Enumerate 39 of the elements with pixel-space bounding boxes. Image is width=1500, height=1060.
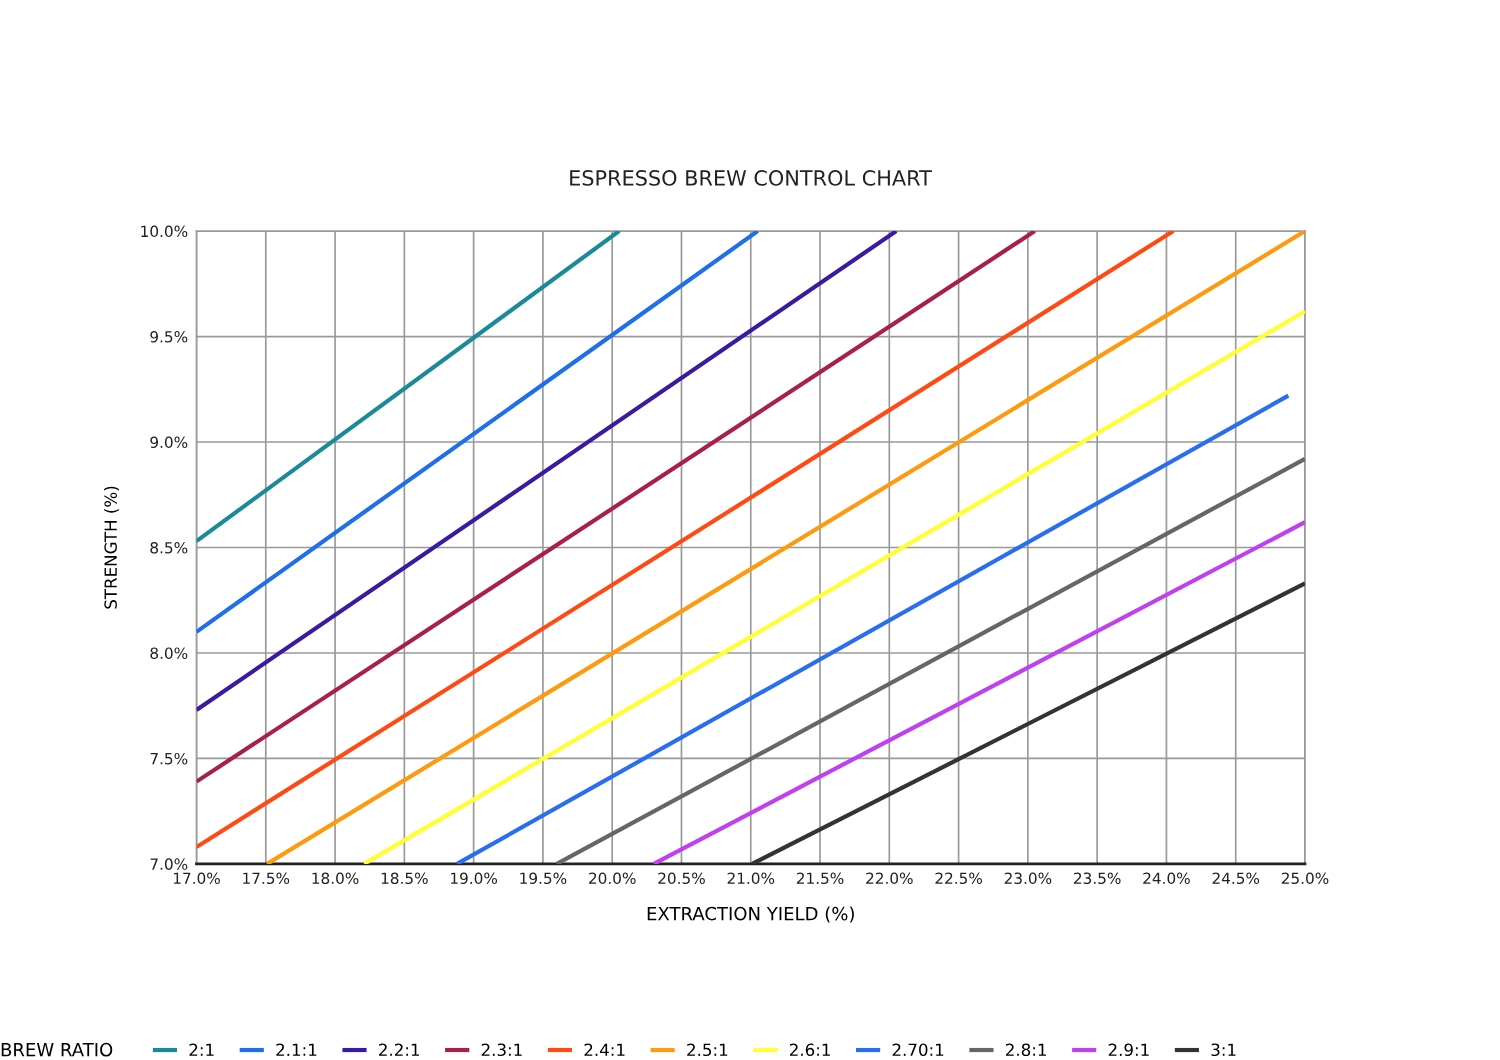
legend-label: 2.1:1 <box>276 1043 317 1056</box>
y-tick-label: 9.5% <box>150 331 188 343</box>
x-tick-label: 22.5% <box>935 872 983 885</box>
x-tick-label: 24.5% <box>1212 872 1260 885</box>
x-tick-label: 17.5% <box>243 872 290 885</box>
legend-label: 2.6:1 <box>789 1043 830 1057</box>
y-axis-title: STRENGTH (%) <box>104 486 119 609</box>
y-tick-label: 9.0% <box>150 436 188 449</box>
legend-label: 2.70:1 <box>892 1043 944 1057</box>
legend-label: 2.8:1 <box>1005 1043 1046 1057</box>
legend-label: 2:1 <box>189 1043 214 1056</box>
x-tick-label: 22.0% <box>866 872 913 885</box>
legend-label: 2.4:1 <box>584 1043 625 1056</box>
legend-label: 3:1 <box>1211 1043 1236 1057</box>
legend-label: 2.9:1 <box>1108 1043 1149 1057</box>
legend-label: 2.2:1 <box>379 1043 420 1056</box>
x-tick-label: 18.5% <box>381 872 428 885</box>
legend-label: 2.5:1 <box>687 1043 728 1057</box>
x-tick-label: 21.0% <box>727 872 775 885</box>
x-tick-label: 24.0% <box>1143 872 1190 885</box>
x-tick-label: 20.5% <box>658 872 705 885</box>
x-tick-label: 17.0% <box>173 872 220 885</box>
x-tick-label: 20.0% <box>589 872 636 885</box>
x-tick-label: 23.0% <box>1004 872 1052 885</box>
x-tick-label: 19.0% <box>451 872 498 885</box>
y-tick-label: 7.5% <box>150 752 188 765</box>
x-tick-label: 19.5% <box>520 872 567 885</box>
legend-label: 2.3:1 <box>481 1043 522 1057</box>
x-tick-label: 23.5% <box>1074 872 1121 885</box>
x-axis-title: EXTRACTION YIELD (%) <box>647 906 854 923</box>
chart-title: ESPRESSO BREW CONTROL CHART <box>570 170 932 186</box>
y-tick-label: 10.0% <box>141 225 188 238</box>
x-tick-label: 18.0% <box>312 872 359 885</box>
y-tick-label: 8.5% <box>150 541 188 554</box>
x-tick-label: 25.0% <box>1281 872 1329 885</box>
legend-title: BREW RATIO <box>1 1042 113 1057</box>
y-tick-label: 7.0% <box>150 858 188 870</box>
x-tick-label: 21.5% <box>796 872 844 885</box>
y-tick-label: 8.0% <box>150 647 188 659</box>
